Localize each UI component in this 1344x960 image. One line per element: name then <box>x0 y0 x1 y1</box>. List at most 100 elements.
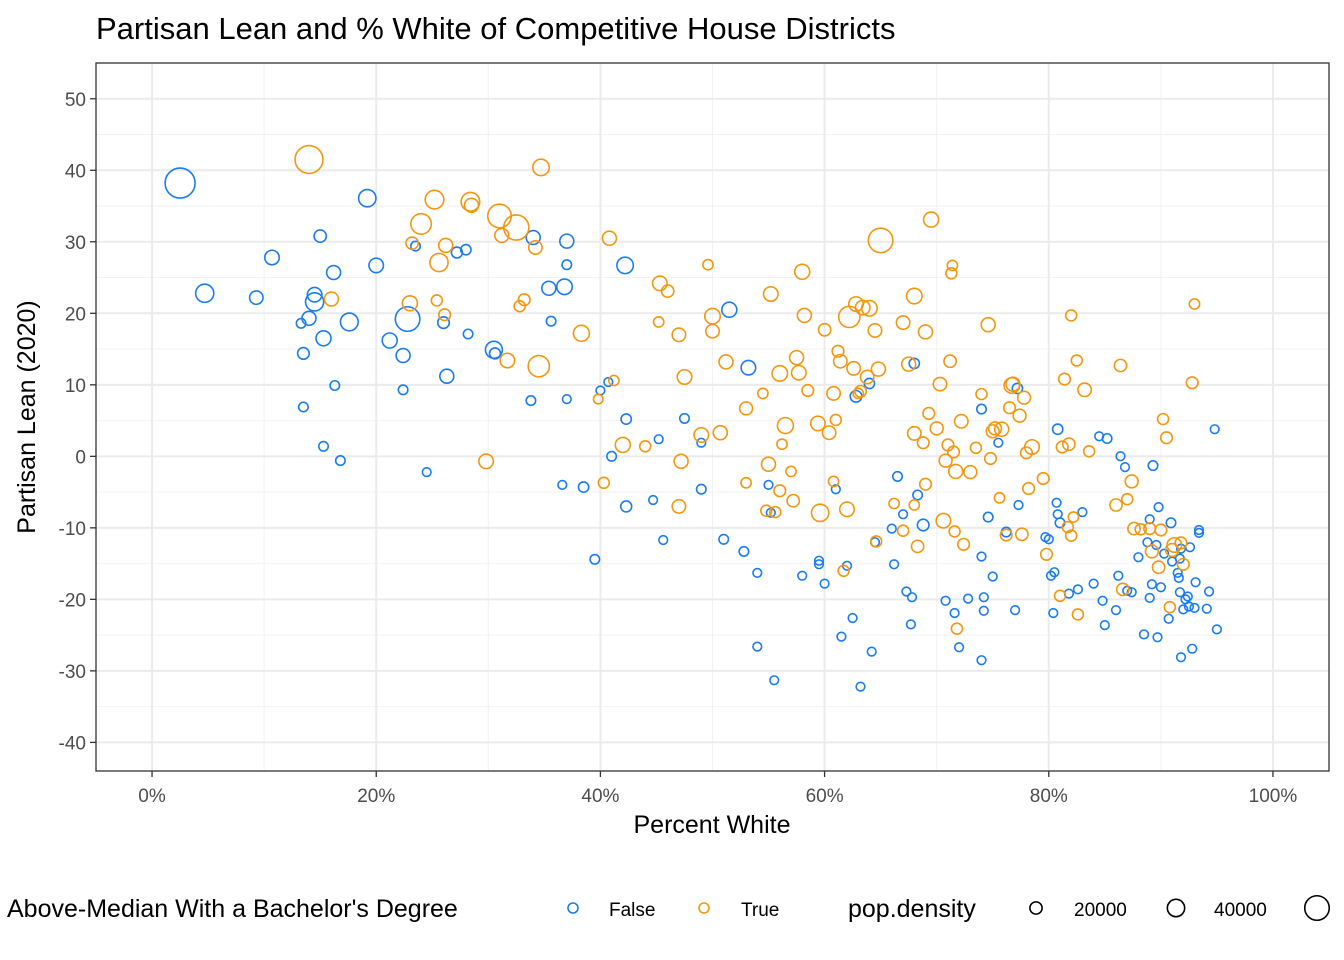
point-true <box>776 416 795 435</box>
point-false <box>1097 595 1108 606</box>
point-true <box>854 299 871 316</box>
point-true <box>1156 412 1170 426</box>
point-false <box>397 384 409 396</box>
x-tick-label: 100% <box>1249 786 1298 807</box>
point-true <box>1016 390 1032 405</box>
point-false <box>194 283 215 304</box>
grid-minor <box>96 63 1329 771</box>
point-true <box>945 267 958 280</box>
point-false <box>797 570 808 581</box>
point-false <box>905 619 917 630</box>
point-false <box>1211 624 1223 635</box>
point-false <box>1099 619 1110 631</box>
plot-panel-border <box>95 62 1330 772</box>
y-tick-label: 20 <box>65 304 86 325</box>
point-true <box>294 144 324 175</box>
point-true <box>1061 520 1075 534</box>
y-tick-label: 30 <box>65 233 86 254</box>
point-true <box>614 436 632 454</box>
point-false <box>978 605 989 616</box>
point-false <box>1101 432 1113 445</box>
point-false <box>891 470 904 482</box>
y-tick-label: 50 <box>65 90 86 111</box>
point-false <box>561 259 573 271</box>
point-true <box>1064 309 1078 322</box>
x-tick-label: 60% <box>806 786 844 807</box>
point-false <box>357 188 377 208</box>
point-false <box>906 592 918 603</box>
point-true <box>859 369 875 385</box>
point-false <box>836 631 847 642</box>
point-true <box>983 451 998 466</box>
grid-major <box>96 63 1329 771</box>
point-false <box>619 500 633 513</box>
point-false <box>653 434 664 445</box>
point-true <box>1185 376 1199 390</box>
point-true <box>1127 521 1141 536</box>
point-false <box>813 559 825 570</box>
point-false <box>769 675 780 686</box>
point-false <box>1201 603 1212 614</box>
point-true <box>980 316 996 333</box>
point-false <box>1049 567 1060 578</box>
point-true <box>702 258 714 271</box>
point-true <box>1113 358 1128 373</box>
point-false <box>901 586 912 597</box>
point-true <box>1082 445 1096 458</box>
point-false <box>1048 607 1059 619</box>
point-false <box>976 655 987 666</box>
point-false <box>949 607 960 619</box>
point-true <box>704 323 721 339</box>
y-tick-label: -40 <box>59 733 86 754</box>
point-true <box>837 564 850 578</box>
point-false <box>1152 632 1163 643</box>
size-legend-title: pop.density <box>848 895 976 923</box>
point-false <box>1209 424 1220 435</box>
point-false <box>263 249 281 266</box>
point-false <box>678 412 691 424</box>
point-false <box>1153 501 1164 513</box>
point-false <box>295 317 307 329</box>
point-false <box>1122 585 1133 596</box>
point-true <box>867 322 883 339</box>
point-false <box>1011 382 1024 395</box>
point-false <box>606 450 618 462</box>
point-false <box>339 312 359 332</box>
y-tick-label: 10 <box>65 376 86 397</box>
point-false <box>317 440 330 452</box>
point-true <box>527 354 551 378</box>
point-false <box>436 315 451 330</box>
point-true <box>908 499 921 511</box>
point-true <box>1124 474 1139 489</box>
point-true <box>502 214 530 241</box>
point-false <box>720 301 738 319</box>
point-false <box>1144 514 1155 525</box>
point-true <box>801 383 815 398</box>
point-true <box>773 484 787 498</box>
point-false <box>1182 591 1193 602</box>
point-false <box>296 346 311 361</box>
point-false <box>1190 577 1201 588</box>
point-true <box>1151 560 1166 575</box>
point-false <box>647 494 659 506</box>
point-false <box>1146 579 1158 590</box>
point-false <box>1163 613 1174 624</box>
point-true <box>846 360 862 376</box>
point-true <box>956 537 971 551</box>
point-true <box>1159 431 1174 445</box>
point-true <box>932 376 948 392</box>
point-false <box>1172 567 1183 579</box>
point-false <box>1013 499 1024 511</box>
point-true <box>838 501 856 518</box>
point-false <box>315 329 332 347</box>
point-false <box>1110 604 1122 616</box>
y-tick-label: 40 <box>65 161 86 182</box>
point-false <box>1189 602 1200 614</box>
point-true <box>437 308 452 322</box>
point-false <box>304 292 325 312</box>
point-true <box>769 505 782 519</box>
point-false <box>763 479 774 491</box>
point-false <box>577 481 590 494</box>
x-tick-label: 20% <box>357 786 395 807</box>
